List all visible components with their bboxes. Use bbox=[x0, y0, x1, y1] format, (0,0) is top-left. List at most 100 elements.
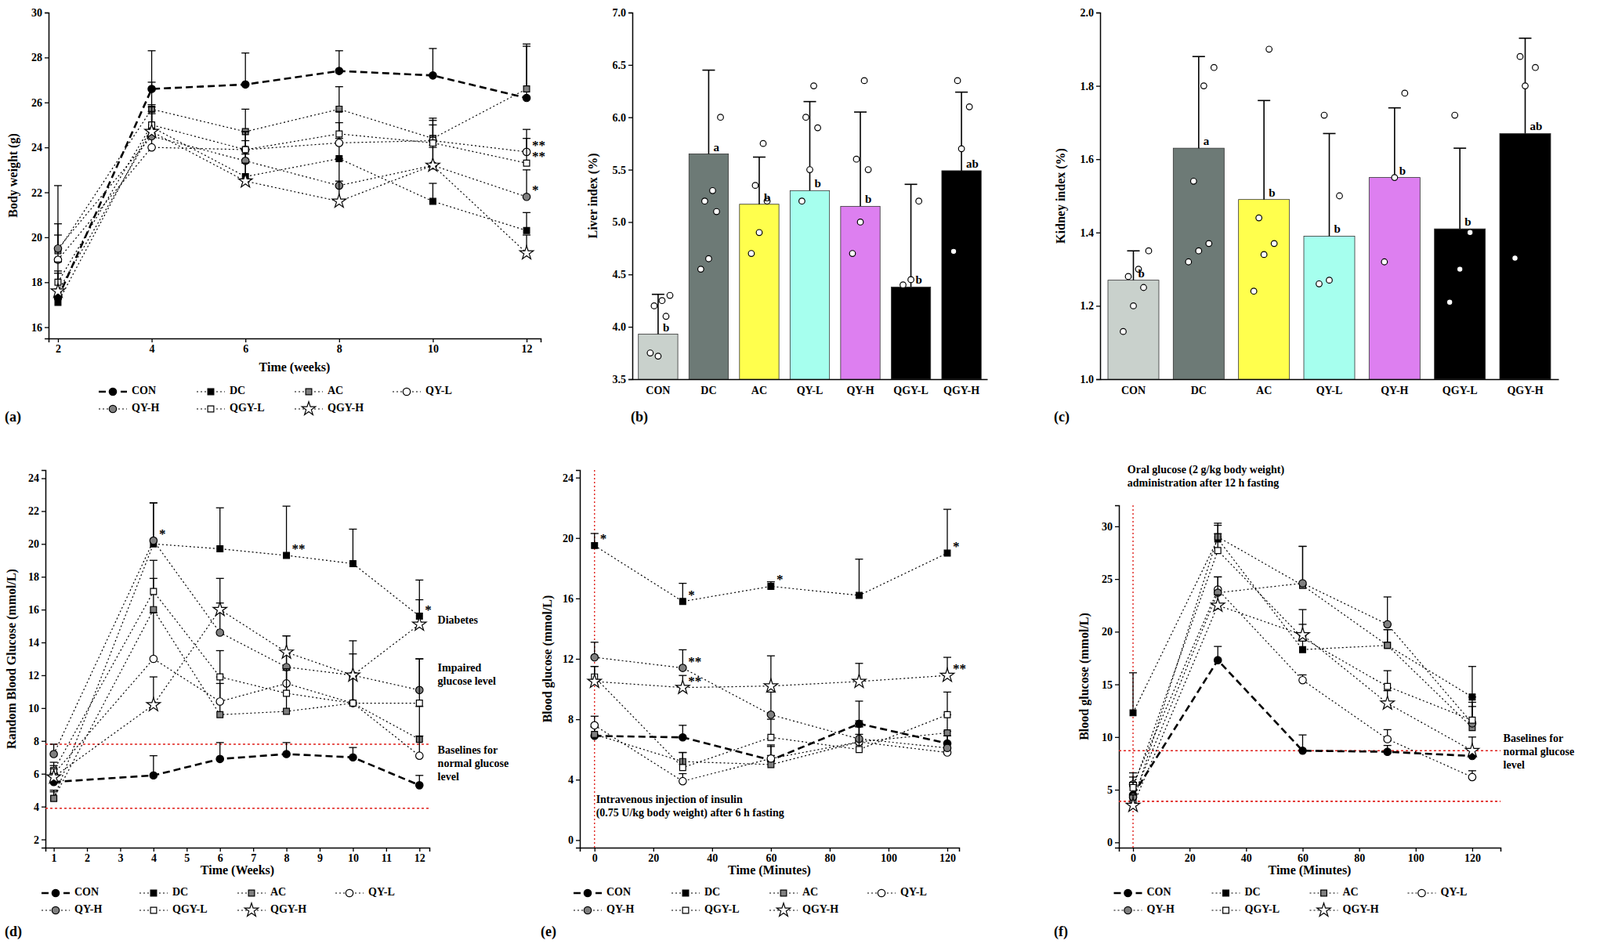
error-stem bbox=[910, 184, 913, 287]
data-point bbox=[1205, 240, 1213, 247]
legend-marker bbox=[1321, 890, 1328, 897]
tick-mark bbox=[1114, 579, 1119, 580]
marker bbox=[332, 194, 346, 208]
legend-item: QY-H bbox=[1114, 903, 1175, 916]
error-bar bbox=[1323, 133, 1336, 236]
tick-label: CON bbox=[645, 384, 670, 397]
tick-label: 8 bbox=[568, 713, 574, 726]
series bbox=[587, 655, 955, 694]
marker bbox=[149, 655, 157, 663]
legend-item: QGY-H bbox=[294, 401, 364, 416]
data-point bbox=[1446, 299, 1453, 306]
marker bbox=[519, 246, 533, 260]
data-point bbox=[1316, 281, 1323, 288]
plot-area bbox=[50, 43, 534, 306]
tick-mark bbox=[1114, 737, 1119, 739]
error-cap bbox=[241, 130, 250, 132]
tick-label: 16 bbox=[31, 322, 43, 334]
marker bbox=[50, 750, 58, 758]
legend-marker bbox=[1124, 906, 1132, 914]
panel-title: (c) bbox=[1053, 409, 1070, 426]
panel: 020406080100120051015202530Time (Minutes… bbox=[1053, 463, 1575, 941]
legend-label: CON bbox=[74, 886, 99, 898]
data-point bbox=[1466, 229, 1474, 236]
tick: 2 bbox=[33, 834, 46, 847]
note: level bbox=[1503, 759, 1525, 772]
tick: QY-L bbox=[1316, 379, 1343, 397]
marker bbox=[522, 193, 530, 201]
tick-mark bbox=[352, 847, 354, 852]
error-bar bbox=[522, 138, 531, 164]
tick-label: 8 bbox=[336, 343, 343, 355]
error-cap bbox=[54, 272, 62, 274]
data-point bbox=[1512, 255, 1519, 262]
series bbox=[1129, 525, 1477, 717]
significance: * bbox=[687, 587, 696, 603]
legend-marker bbox=[1223, 890, 1230, 897]
tick-label: 18 bbox=[28, 571, 40, 583]
marker bbox=[148, 143, 156, 151]
tick-label: QGY-H bbox=[943, 384, 980, 397]
marker bbox=[523, 86, 530, 93]
error-stem bbox=[352, 678, 354, 703]
tick: 1 bbox=[51, 847, 58, 865]
tick-label: 7.0 bbox=[612, 7, 627, 19]
data-point bbox=[1185, 258, 1192, 265]
tick-label: 5.5 bbox=[612, 164, 627, 177]
series-line bbox=[54, 754, 420, 786]
tick-mark bbox=[1096, 159, 1101, 160]
significance: ** bbox=[952, 661, 967, 677]
tick: 18 bbox=[31, 276, 49, 289]
marker bbox=[1384, 642, 1391, 649]
legend-label: DC bbox=[1245, 886, 1261, 898]
tick: 4 bbox=[33, 801, 46, 814]
tick-label: 15 bbox=[1101, 679, 1113, 692]
error-stem bbox=[858, 559, 860, 596]
tick-mark bbox=[829, 847, 831, 852]
plot-area bbox=[1118, 505, 1501, 848]
panel: CONDCACQY-LQY-HQGY-LQGY-H1.01.21.41.61.8… bbox=[1053, 7, 1560, 426]
marker bbox=[149, 771, 157, 779]
tick-label: 20 bbox=[1101, 626, 1113, 638]
data-point bbox=[803, 114, 810, 121]
error-cap bbox=[943, 691, 952, 693]
tick: 22 bbox=[31, 186, 49, 199]
tick-mark bbox=[151, 338, 153, 343]
series bbox=[54, 43, 531, 302]
tick-mark bbox=[1358, 847, 1360, 852]
data-point bbox=[705, 255, 713, 262]
error-stem bbox=[809, 101, 811, 192]
error-cap bbox=[767, 745, 775, 747]
marker bbox=[241, 157, 249, 165]
legend-item: QGY-L bbox=[1212, 903, 1281, 916]
error-cap bbox=[590, 641, 599, 643]
tick: 12 bbox=[414, 847, 426, 865]
legend-label: AC bbox=[327, 384, 344, 397]
error-cap bbox=[1383, 745, 1392, 746]
tick-label: 10 bbox=[427, 343, 439, 355]
tick-mark bbox=[771, 847, 772, 852]
series bbox=[1129, 576, 1477, 789]
legend-marker bbox=[108, 405, 116, 413]
legend-item: QY-H bbox=[41, 903, 102, 916]
legend-item: AC bbox=[769, 886, 819, 898]
axis-line bbox=[1096, 13, 1101, 381]
marker bbox=[679, 664, 687, 672]
marker bbox=[412, 617, 427, 631]
tick-mark bbox=[53, 847, 55, 852]
marker bbox=[767, 583, 775, 591]
tick: 6 bbox=[217, 847, 224, 865]
legend: CONDCACQY-LQY-HQGY-LQGY-H bbox=[41, 886, 395, 916]
tick: 0 bbox=[1130, 847, 1137, 865]
series bbox=[54, 46, 531, 254]
bar bbox=[688, 154, 728, 380]
error-stem bbox=[1393, 108, 1396, 178]
legend-item: DC bbox=[671, 886, 721, 898]
tick-label: 10 bbox=[347, 852, 359, 865]
tick-mark bbox=[1114, 789, 1119, 791]
legend: CONDCACQY-LQY-HQGY-LQGY-H bbox=[573, 886, 927, 916]
error-bar bbox=[148, 82, 156, 109]
axis-line bbox=[628, 13, 634, 381]
tick-mark bbox=[575, 779, 580, 781]
error-cap bbox=[415, 658, 424, 659]
